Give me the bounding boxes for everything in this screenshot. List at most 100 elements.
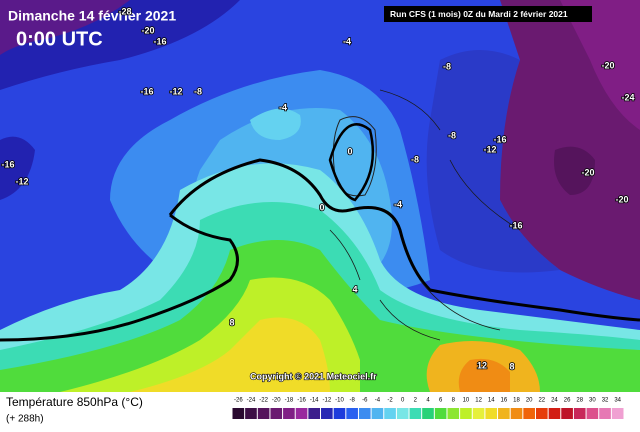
legend-tick-label: 2 [414, 398, 418, 404]
legend-swatch [510, 408, 523, 419]
legend-swatch [371, 408, 384, 419]
legend-tick-label: 26 [564, 398, 571, 404]
contour-label: 0 [319, 202, 324, 212]
legend-swatch [308, 408, 321, 419]
contour-label: 4 [352, 284, 357, 294]
contour-label: -4 [343, 36, 351, 46]
legend-swatch [548, 408, 561, 419]
legend-tick-label: -20 [272, 398, 281, 404]
legend-swatch [321, 408, 333, 419]
footer-title: Température 850hPa (°C) [6, 395, 143, 409]
legend-swatch [333, 408, 346, 419]
contour-label: -16 [1, 159, 14, 169]
legend-tick-label: -26 [234, 398, 243, 404]
legend-swatch [523, 408, 535, 419]
legend-swatch [409, 408, 422, 419]
date: Dimanche 14 février 2021 [8, 8, 176, 24]
legend-swatch [396, 408, 409, 419]
legend-swatch [447, 408, 460, 419]
contour-label: -16 [509, 220, 522, 230]
legend-tick-label: 22 [538, 398, 545, 404]
legend-tick-label: -16 [297, 398, 306, 404]
contour-label: -20 [615, 194, 628, 204]
contour-label: -20 [581, 167, 594, 177]
contour-label: 0 [347, 146, 352, 156]
legend-tick-label: -8 [349, 398, 355, 404]
contour-label: -20 [601, 60, 614, 70]
legend-tick-label: 20 [526, 398, 533, 404]
contour-label: -4 [394, 199, 402, 209]
contour-label: -4 [279, 102, 287, 112]
legend-swatch [270, 408, 283, 419]
legend-tick-label: -12 [323, 398, 332, 404]
contour-label: -16 [140, 86, 153, 96]
run-box [384, 6, 592, 22]
legend-swatch [460, 408, 472, 419]
legend-tick-label: 30 [589, 398, 596, 404]
legend-tick-label: -10 [335, 398, 344, 404]
legend-swatch [586, 408, 599, 419]
legend-tick-label: -22 [259, 398, 268, 404]
contour-label: -20 [141, 25, 154, 35]
legend-tick-label: 32 [602, 398, 609, 404]
legend-tick-label: 24 [551, 398, 558, 404]
contour-label: -24 [621, 92, 634, 102]
legend-tick-label: 8 [452, 398, 456, 404]
legend-tick-label: -6 [362, 398, 368, 404]
run-info: Run CFS (1 mois) 0Z du Mardi 2 février 2… [390, 9, 568, 19]
legend-swatch [384, 408, 396, 419]
legend-swatch [434, 408, 447, 419]
legend-tick-label: 0 [401, 398, 405, 404]
time: 0:00 UTC [16, 28, 103, 50]
color-legend: -26 -24 -22 -20 -18 -16 -14 -12 -10 -8 -6 -4 -2 0 2 4 6 8… [232, 398, 624, 419]
legend-swatch [422, 408, 434, 419]
legend-tick-label: -24 [247, 398, 256, 404]
copyright: Copyright © 2021 Meteociel.fr [250, 371, 377, 381]
legend-swatch [611, 408, 624, 419]
contour-label: -8 [448, 130, 456, 140]
contour-label: -16 [493, 134, 506, 144]
contour-label: -12 [483, 144, 496, 154]
legend-tick-label: -4 [375, 398, 381, 404]
contour-label: 8 [229, 317, 234, 327]
legend-tick-label: 6 [439, 398, 443, 404]
legend-swatch [283, 408, 295, 419]
legend-tick-label: 14 [488, 398, 495, 404]
legend-swatch [358, 408, 371, 419]
contour-label: -12 [15, 176, 28, 186]
contour-label: 12 [477, 360, 487, 370]
contour-label: -16 [153, 36, 166, 46]
legend-swatch [498, 408, 510, 419]
legend-swatch [485, 408, 498, 419]
legend-swatch [561, 408, 573, 419]
legend-tick-label: 34 [614, 398, 621, 404]
legend-tick-label: 28 [576, 398, 583, 404]
legend-swatch [295, 408, 308, 419]
contour-label: -12 [169, 86, 182, 96]
legend-swatch [472, 408, 485, 419]
legend-tick-label: 18 [513, 398, 520, 404]
legend-tick-label: 16 [501, 398, 508, 404]
contour-label: 8 [509, 361, 514, 371]
legend-swatch [535, 408, 548, 419]
legend-swatch [232, 408, 245, 419]
contour-label: -8 [443, 61, 451, 71]
legend-tick-label: 10 [463, 398, 470, 404]
legend-tick-label: -2 [387, 398, 393, 404]
legend-tick-label: -14 [310, 398, 319, 404]
legend-swatch [599, 408, 611, 419]
legend-swatch [245, 408, 257, 419]
legend-tick-label: -18 [285, 398, 294, 404]
temperature-field [0, 0, 640, 392]
contour-label: -8 [194, 86, 202, 96]
legend-swatch [257, 408, 270, 419]
legend-tick-label: 4 [426, 398, 430, 404]
contour-label: -28 [118, 6, 131, 16]
legend-swatch [346, 408, 358, 419]
legend-swatch [573, 408, 586, 419]
contour-label: -8 [411, 154, 419, 164]
legend-tick-label: 12 [475, 398, 482, 404]
footer-subtitle: (+ 288h) [6, 414, 44, 425]
contour-labels: -28-20-16 -4-8 -20-24-16 -12 -8-4-8 -16-12-16… [1, 6, 636, 373]
